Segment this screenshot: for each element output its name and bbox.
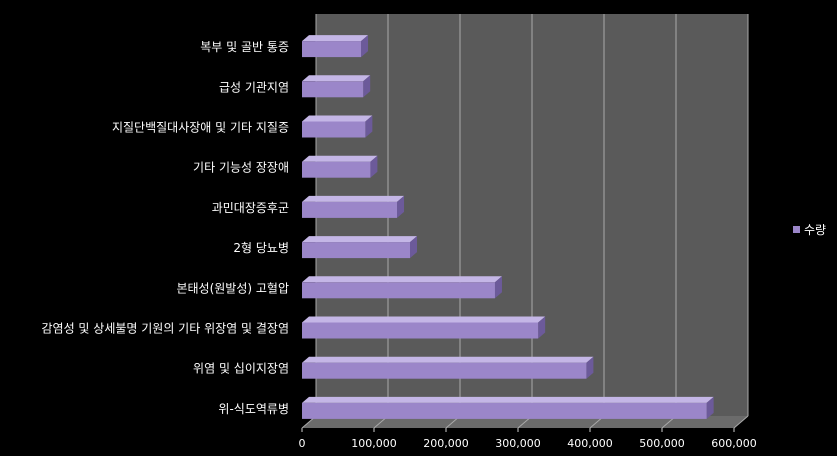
bar xyxy=(302,396,714,419)
bar-side-face xyxy=(538,316,546,339)
bar-top-face xyxy=(302,276,502,283)
bar xyxy=(302,316,546,339)
category-label: 과민대장증후군 xyxy=(212,201,289,215)
bar-top-face xyxy=(302,155,378,162)
bar xyxy=(302,195,405,218)
bar-top-face xyxy=(302,356,594,363)
category-label: 기타 기능성 장장애 xyxy=(193,161,289,175)
bar-front-face xyxy=(302,121,366,138)
bar-front-face xyxy=(302,322,539,339)
bar-side-face xyxy=(586,356,594,379)
legend: 수량 xyxy=(793,223,826,237)
bar xyxy=(302,236,417,259)
x-tick-label: 300,000 xyxy=(495,437,541,450)
bar xyxy=(302,356,594,379)
category-label: 2형 당뇨병 xyxy=(233,241,289,255)
bar-top-face xyxy=(302,396,714,403)
category-label: 위-식도역류병 xyxy=(218,402,289,416)
x-tick-label: 100,000 xyxy=(351,437,397,450)
bar-top-face xyxy=(302,35,369,42)
bar-top-face xyxy=(302,316,546,323)
bar-front-face xyxy=(302,402,707,419)
bar-front-face xyxy=(302,282,495,299)
bar-top-face xyxy=(302,115,373,122)
bar-front-face xyxy=(302,242,410,259)
category-label: 급성 기관지염 xyxy=(219,80,289,94)
category-label: 복부 및 골반 통증 xyxy=(200,40,289,54)
bar-front-face xyxy=(302,81,364,98)
legend-swatch xyxy=(793,226,800,233)
x-tick-label: 600,000 xyxy=(711,437,757,450)
x-tick-label: 500,000 xyxy=(639,437,685,450)
bar-side-face xyxy=(410,236,417,259)
bar-front-face xyxy=(302,161,371,178)
category-label: 본태성(원발성) 고혈압 xyxy=(176,281,289,295)
bar xyxy=(302,115,373,138)
category-label: 지질단백질대사장애 및 기타 지질증 xyxy=(112,121,289,135)
bar-front-face xyxy=(302,201,398,218)
x-tick-label: 400,000 xyxy=(567,437,613,450)
x-tick-label: 0 xyxy=(299,437,306,450)
bar xyxy=(302,75,371,98)
bar-side-face xyxy=(706,396,714,419)
bar xyxy=(302,276,502,299)
bar-top-face xyxy=(302,75,371,82)
category-label: 위염 및 십이지장염 xyxy=(193,362,289,376)
bar-front-face xyxy=(302,41,362,58)
floor-gridline xyxy=(733,415,749,429)
x-tick-label: 200,000 xyxy=(423,437,469,450)
bar-group xyxy=(302,35,714,419)
bar-side-face xyxy=(363,75,371,98)
category-label: 감염성 및 상세불명 기원의 기타 위장염 및 결장염 xyxy=(41,322,289,336)
bar-side-face xyxy=(397,195,405,218)
x-axis-ticks: 0 100,000 200,000 300,000 400,000 500,000 600,… xyxy=(299,428,757,450)
legend-label: 수량 xyxy=(804,223,826,237)
bar-front-face xyxy=(302,362,587,379)
bar-top-face xyxy=(302,195,405,202)
bar xyxy=(302,35,369,58)
bar-side-face xyxy=(494,276,502,299)
bar-side-face xyxy=(370,155,378,178)
bar-side-face xyxy=(365,115,373,138)
bar xyxy=(302,155,378,178)
bar-side-face xyxy=(361,35,369,58)
bar-top-face xyxy=(302,236,417,243)
